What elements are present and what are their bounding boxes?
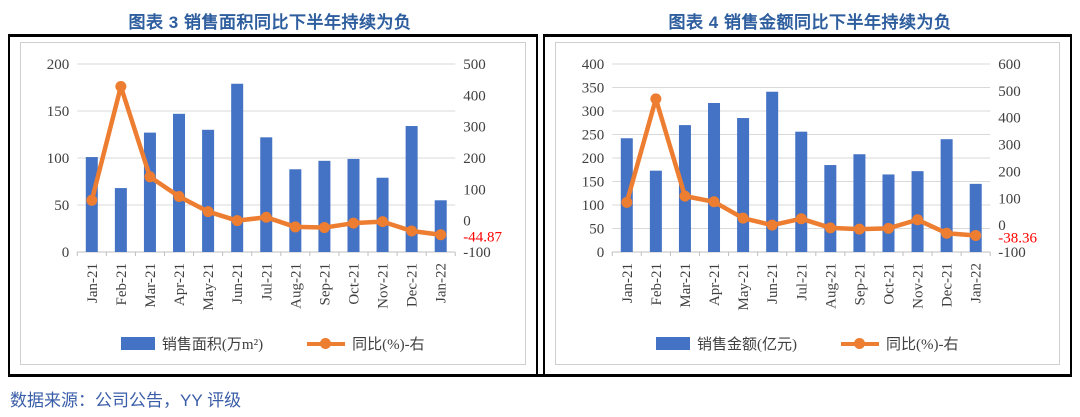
- chart4-panel: 0 50 100 150 200 250 300 350 400 -100 0 100 200 300 40…: [542, 34, 1072, 374]
- svg-text:Mar-21: Mar-21: [143, 263, 159, 308]
- svg-text:150: 150: [581, 175, 604, 191]
- svg-text:100: 100: [581, 198, 604, 214]
- svg-text:Jun-21: Jun-21: [230, 263, 246, 304]
- svg-text:Dec-21: Dec-21: [939, 263, 955, 307]
- chart3-plot: 0 50 100 150 200 -100 0 100 200 300 400 500 Jan-21 Fe…: [47, 57, 503, 311]
- svg-text:May-21: May-21: [201, 263, 217, 311]
- svg-text:0: 0: [596, 245, 604, 261]
- svg-text:-44.87: -44.87: [463, 230, 502, 246]
- svg-text:Sep-21: Sep-21: [852, 263, 868, 306]
- svg-text:600: 600: [998, 57, 1021, 73]
- svg-text:Jul-21: Jul-21: [794, 263, 810, 301]
- svg-text:Nov-21: Nov-21: [376, 263, 392, 309]
- svg-text:400: 400: [463, 88, 486, 104]
- svg-text:200: 200: [998, 164, 1021, 180]
- svg-text:Mar-21: Mar-21: [677, 263, 693, 308]
- bar-series-label: 销售面积(万m²): [161, 337, 264, 353]
- svg-text:300: 300: [463, 120, 486, 136]
- bar-series-swatch: [656, 337, 690, 350]
- svg-text:500: 500: [998, 84, 1021, 100]
- svg-text:100: 100: [463, 182, 486, 198]
- svg-text:Apr-21: Apr-21: [707, 263, 723, 306]
- svg-text:0: 0: [998, 218, 1006, 234]
- chart-titles-row: 图表 3 销售面积同比下半年持续为负 图表 4 销售金额同比下半年持续为负: [0, 0, 1080, 32]
- svg-text:Oct-21: Oct-21: [881, 263, 897, 305]
- svg-text:400: 400: [998, 111, 1021, 127]
- svg-text:-100: -100: [998, 245, 1026, 261]
- svg-text:Oct-21: Oct-21: [346, 263, 362, 305]
- svg-text:350: 350: [581, 81, 604, 97]
- bar-series-label: 销售金额(亿元): [697, 337, 797, 353]
- legend-item-line: 同比(%)-右: [307, 333, 425, 354]
- line-series-label: 同比(%)-右: [352, 337, 425, 353]
- chart3-panel: 0 50 100 150 200 -100 0 100 200 300 400 500 Jan-21 Fe…: [8, 34, 538, 374]
- svg-text:Feb-21: Feb-21: [114, 263, 130, 306]
- chart3-title: 图表 3 销售面积同比下半年持续为负: [128, 13, 412, 32]
- line-marker-dot-icon: [854, 338, 865, 349]
- chart4-title: 图表 4 销售金额同比下半年持续为负: [668, 13, 952, 32]
- svg-text:0: 0: [62, 245, 70, 261]
- svg-text:50: 50: [54, 198, 69, 214]
- chart4-plot: 0 50 100 150 200 250 300 350 400 -100 0 100 200 300 40…: [581, 57, 1037, 311]
- svg-text:Jan-22: Jan-22: [434, 263, 450, 303]
- bar-series-swatch: [120, 337, 155, 350]
- svg-text:Jan-22: Jan-22: [968, 263, 984, 303]
- line-series-label: 同比(%)-右: [886, 337, 959, 353]
- svg-text:250: 250: [581, 128, 604, 144]
- svg-text:Feb-21: Feb-21: [648, 263, 664, 306]
- line-series-swatch: [841, 338, 879, 349]
- svg-text:Aug-21: Aug-21: [288, 263, 304, 309]
- svg-text:Jul-21: Jul-21: [259, 263, 275, 301]
- svg-text:Jan-21: Jan-21: [619, 263, 635, 303]
- svg-text:Nov-21: Nov-21: [910, 263, 926, 309]
- svg-text:Jan-21: Jan-21: [85, 263, 101, 303]
- chart4-box: 0 50 100 150 200 250 300 350 400 -100 0 100 200 300 40…: [554, 42, 1060, 365]
- svg-text:400: 400: [581, 57, 604, 73]
- svg-text:100: 100: [998, 191, 1021, 207]
- svg-text:0: 0: [463, 214, 471, 230]
- svg-text:Aug-21: Aug-21: [823, 263, 839, 309]
- svg-text:200: 200: [581, 151, 604, 167]
- chart3-box: 0 50 100 150 200 -100 0 100 200 300 400 500 Jan-21 Fe…: [20, 42, 526, 365]
- svg-text:May-21: May-21: [736, 263, 752, 311]
- svg-text:50: 50: [589, 222, 604, 238]
- data-source-note: 数据来源：公司公告，YY 评级: [10, 391, 242, 410]
- line-series-swatch: [307, 338, 346, 349]
- svg-text:200: 200: [463, 151, 486, 167]
- svg-text:Jun-21: Jun-21: [765, 263, 781, 304]
- svg-text:500: 500: [463, 57, 486, 73]
- svg-text:Dec-21: Dec-21: [405, 263, 421, 307]
- svg-text:-38.36: -38.36: [998, 230, 1037, 246]
- svg-text:300: 300: [998, 138, 1021, 154]
- legend-item-line: 同比(%)-右: [841, 333, 958, 354]
- legend-item-bar: 销售面积(万m²): [120, 333, 264, 354]
- svg-text:-100: -100: [463, 245, 491, 261]
- svg-text:Apr-21: Apr-21: [172, 263, 188, 306]
- svg-text:100: 100: [47, 151, 70, 167]
- chart3-legend: 销售面积(万m²) 同比(%)-右: [23, 329, 523, 364]
- chart4-legend: 销售金额(亿元) 同比(%)-右: [558, 329, 1058, 364]
- svg-text:150: 150: [47, 104, 70, 120]
- charts-row: 0 50 100 150 200 -100 0 100 200 300 400 500 Jan-21 Fe…: [8, 34, 1072, 377]
- legend-item-bar: 销售金额(亿元): [656, 333, 797, 354]
- svg-text:Sep-21: Sep-21: [317, 263, 333, 306]
- svg-text:300: 300: [581, 104, 604, 120]
- svg-text:200: 200: [47, 57, 70, 73]
- line-marker-dot-icon: [320, 338, 332, 349]
